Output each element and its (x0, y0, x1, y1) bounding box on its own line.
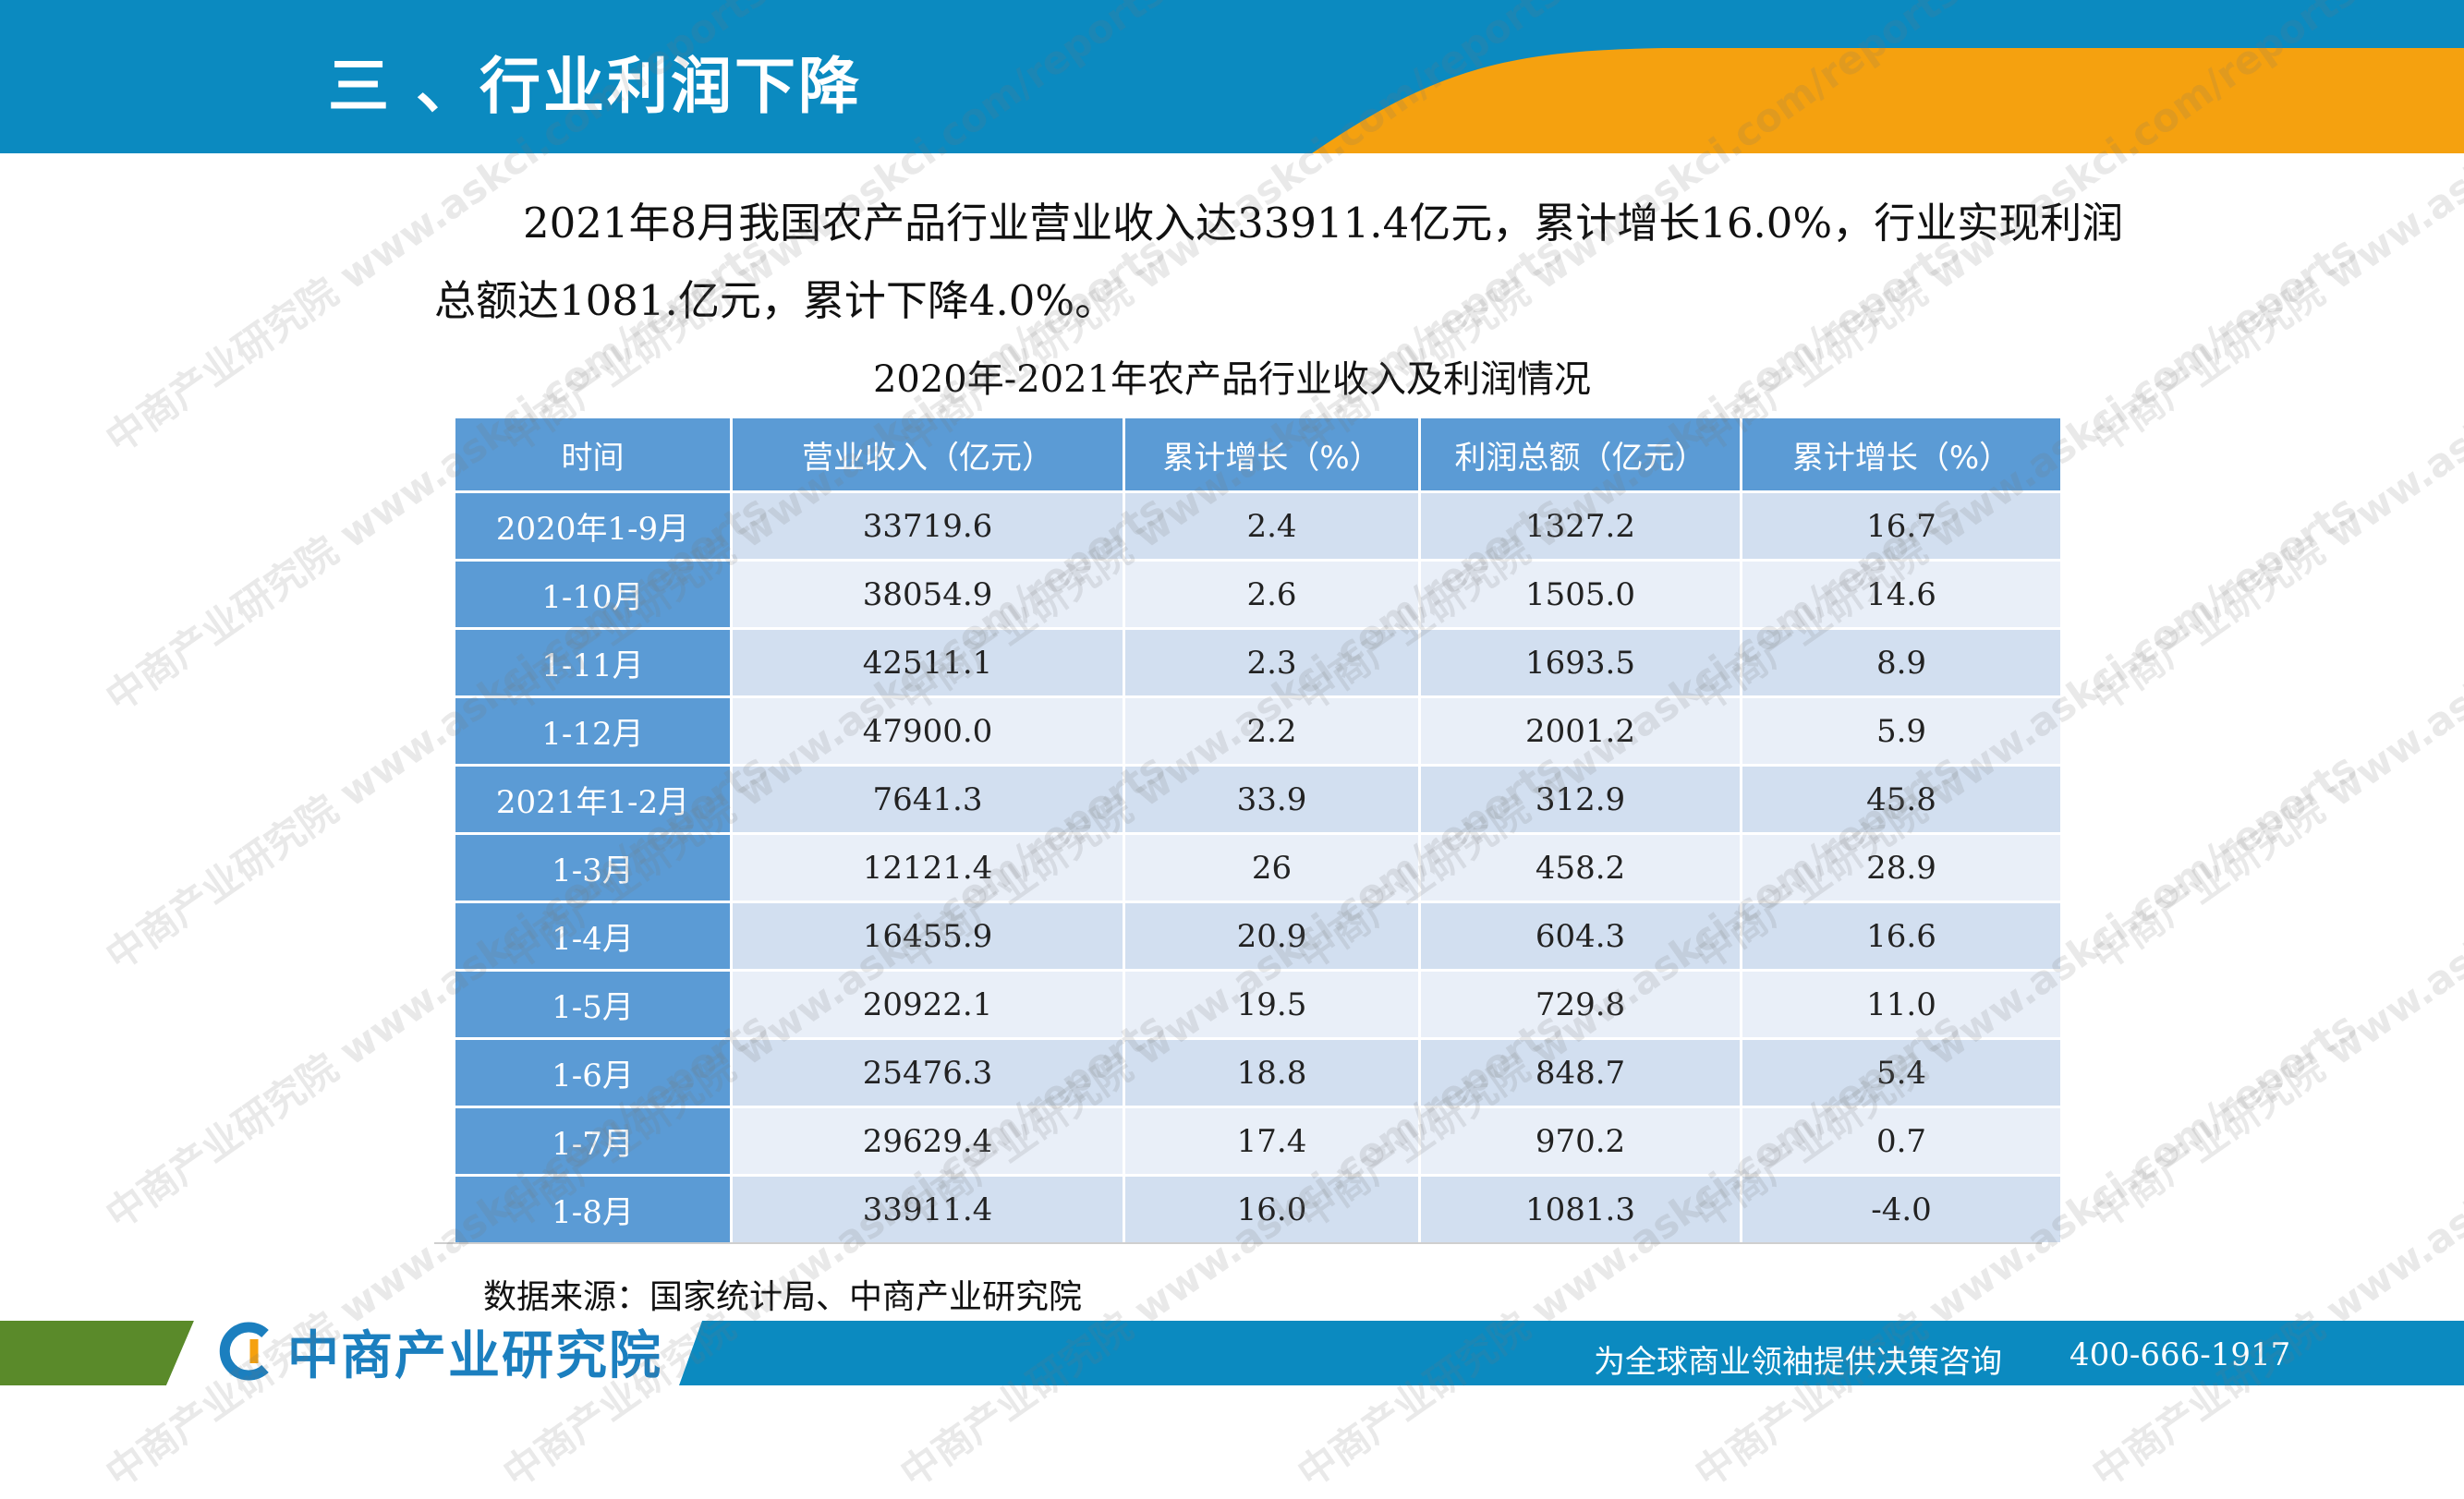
footer-background (0, 1321, 2464, 1385)
cell-revenue: 38054.9 (730, 559, 1125, 630)
table-row: 1-11月 42511.1 2.3 1693.5 8.9 (453, 627, 2063, 698)
cell-revenue-growth: 20.9 (1123, 901, 1421, 972)
cell-profit-growth: -4.0 (1740, 1174, 2063, 1245)
table-row: 1-7月 29629.4 17.4 970.2 0.7 (453, 1106, 2063, 1177)
cell-time: 1-3月 (453, 832, 733, 903)
cell-profit-growth: 16.7 (1740, 490, 2063, 562)
cell-profit-growth: 8.9 (1740, 627, 2063, 698)
cell-revenue-growth: 26 (1123, 832, 1421, 903)
cell-time: 1-12月 (453, 695, 733, 767)
cell-time: 1-8月 (453, 1174, 733, 1245)
cell-revenue-growth: 2.4 (1123, 490, 1421, 562)
cell-profit: 312.9 (1418, 764, 1742, 835)
cell-revenue: 16455.9 (730, 901, 1125, 972)
cell-revenue-growth: 33.9 (1123, 764, 1421, 835)
cell-revenue: 42511.1 (730, 627, 1125, 698)
table-row: 2021年1-2月 7641.3 33.9 312.9 45.8 (453, 764, 2063, 835)
table-row: 1-6月 25476.3 18.8 848.7 5.4 (453, 1037, 2063, 1108)
data-source-note: 数据来源：国家统计局、中商产业研究院 (483, 1278, 1083, 1316)
cell-time: 2021年1-2月 (453, 764, 733, 835)
footer-bar (0, 1321, 2464, 1385)
table-row: 2020年1-9月 33719.6 2.4 1327.2 16.7 (453, 490, 2063, 562)
intro-text: 2021年8月我国农产品行业营业收入达33911.4亿元，累计增长16.0%，行… (434, 199, 2124, 325)
cell-profit-growth: 45.8 (1740, 764, 2063, 835)
header-time: 时间 (453, 416, 733, 493)
cell-time: 1-5月 (453, 969, 733, 1040)
cell-profit: 848.7 (1418, 1037, 1742, 1108)
cell-revenue: 7641.3 (730, 764, 1125, 835)
table-row: 1-4月 16455.9 20.9 604.3 16.6 (453, 901, 2063, 972)
cell-time: 1-10月 (453, 559, 733, 630)
header-profit: 利润总额（亿元） (1418, 416, 1742, 493)
table-header-row: 时间 营业收入（亿元） 累计增长（%） 利润总额（亿元） 累计增长（%） (453, 416, 2063, 493)
cell-profit: 1081.3 (1418, 1174, 1742, 1245)
watermark-text: 中商产业研究院 www.askci.com/reports (2083, 1002, 2464, 1497)
cell-time: 1-4月 (453, 901, 733, 972)
cell-revenue: 33719.6 (730, 490, 1125, 562)
table-row: 1-10月 38054.9 2.6 1505.0 14.6 (453, 559, 2063, 630)
cell-revenue: 29629.4 (730, 1106, 1125, 1177)
cell-profit: 1327.2 (1418, 490, 1742, 562)
logo-c-icon (219, 1322, 269, 1381)
watermark-text: 中商产业研究院 www.askci.com/reports (2083, 743, 2464, 1239)
cell-revenue-growth: 19.5 (1123, 969, 1421, 1040)
table-row: 1-12月 47900.0 2.2 2001.2 5.9 (453, 695, 2063, 767)
cell-revenue: 25476.3 (730, 1037, 1125, 1108)
watermark-text: 中商产业研究院 www.askci.com/reports (2083, 485, 2464, 980)
cell-time: 2020年1-9月 (453, 490, 733, 562)
cell-profit-growth: 11.0 (1740, 969, 2063, 1040)
cell-profit: 1693.5 (1418, 627, 1742, 698)
cell-profit: 2001.2 (1418, 695, 1742, 767)
cell-profit: 604.3 (1418, 901, 1742, 972)
cell-profit: 1505.0 (1418, 559, 1742, 630)
cell-revenue: 20922.1 (730, 969, 1125, 1040)
header-orange-swoosh (1312, 48, 2464, 153)
footer-phone: 400-666-1917 (2070, 1336, 2291, 1373)
logo-text: 中商产业研究院 (287, 1325, 662, 1386)
table-row: 1-3月 12121.4 26 458.2 28.9 (453, 832, 2063, 903)
cell-profit: 458.2 (1418, 832, 1742, 903)
cell-revenue-growth: 17.4 (1123, 1106, 1421, 1177)
cell-revenue-growth: 18.8 (1123, 1037, 1421, 1108)
header-revenue: 营业收入（亿元） (730, 416, 1125, 493)
cell-revenue-growth: 2.6 (1123, 559, 1421, 630)
cell-profit: 729.8 (1418, 969, 1742, 1040)
cell-revenue: 12121.4 (730, 832, 1125, 903)
cell-revenue-growth: 2.2 (1123, 695, 1421, 767)
cell-profit-growth: 0.7 (1740, 1106, 2063, 1177)
cell-revenue: 33911.4 (730, 1174, 1125, 1245)
intro-paragraph: 2021年8月我国农产品行业营业收入达33911.4亿元，累计增长16.0%，行… (434, 185, 2153, 340)
cell-profit-growth: 16.6 (1740, 901, 2063, 972)
header-revenue-growth: 累计增长（%） (1123, 416, 1421, 493)
cell-revenue-growth: 2.3 (1123, 627, 1421, 698)
table-row: 1-8月 33911.4 16.0 1081.3 -4.0 (453, 1174, 2063, 1245)
cell-profit-growth: 5.4 (1740, 1037, 2063, 1108)
cell-time: 1-7月 (453, 1106, 733, 1177)
footer-slogan: 为全球商业领袖提供决策咨询 (1594, 1344, 2002, 1381)
cell-time: 1-11月 (453, 627, 733, 698)
cell-profit-growth: 28.9 (1740, 832, 2063, 903)
table-row: 1-5月 20922.1 19.5 729.8 11.0 (453, 969, 2063, 1040)
revenue-profit-table: 时间 营业收入（亿元） 累计增长（%） 利润总额（亿元） 累计增长（%） 202… (453, 416, 2063, 1245)
cell-profit-growth: 5.9 (1740, 695, 2063, 767)
cell-time: 1-6月 (453, 1037, 733, 1108)
header-profit-growth: 累计增长（%） (1740, 416, 2063, 493)
table-title: 2020年-2021年农产品行业收入及利润情况 (872, 358, 1592, 401)
page-title: 三 、行业利润下降 (328, 51, 862, 122)
cell-profit-growth: 14.6 (1740, 559, 2063, 630)
header-bar: 三 、行业利润下降 (0, 0, 2464, 153)
cell-revenue: 47900.0 (730, 695, 1125, 767)
divider-line (434, 1242, 2042, 1244)
cell-profit: 970.2 (1418, 1106, 1742, 1177)
company-logo: 中商产业研究院 (217, 1319, 662, 1386)
cell-revenue-growth: 16.0 (1123, 1174, 1421, 1245)
